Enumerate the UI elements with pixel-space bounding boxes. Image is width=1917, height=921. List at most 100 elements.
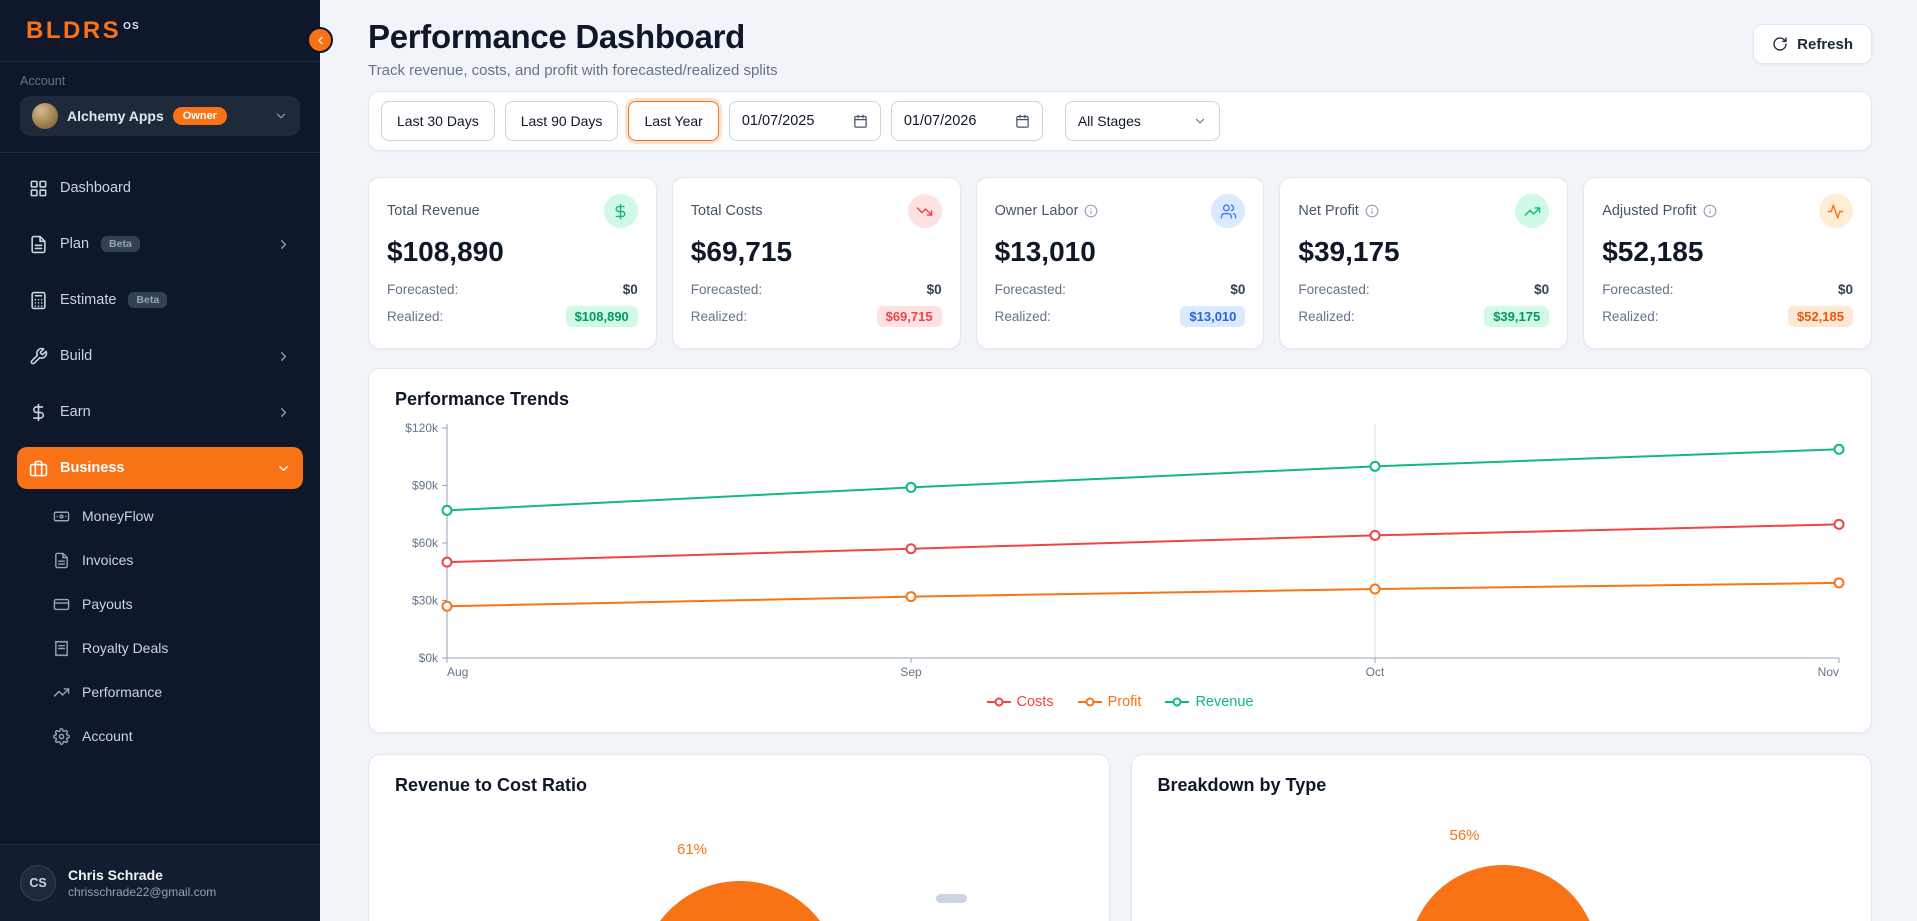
realized-badge: $108,890 (565, 306, 638, 327)
sidebar-item-invoices[interactable]: Invoices (17, 541, 303, 579)
chevron-right-icon (281, 239, 286, 249)
account-section: Account Alchemy Apps Owner (0, 62, 320, 153)
breakdown-title: Breakdown by Type (1157, 775, 1327, 795)
calendar-icon (1016, 114, 1029, 128)
date-from-input[interactable]: 01/07/2025 (728, 101, 881, 141)
nav-label: MoneyFlow (82, 508, 154, 524)
forecasted-value: $0 (926, 282, 942, 297)
nav-label: Earn (60, 404, 91, 420)
sidebar-item-moneyflow[interactable]: MoneyFlow (17, 497, 303, 535)
filter-bar: Last 30 Days Last 90 Days Last Year 01/0… (368, 91, 1872, 151)
svg-text:$60k: $60k (412, 536, 439, 550)
main-content: Performance Dashboard Track revenue, cos… (320, 0, 1917, 921)
nav-label: Payouts (82, 596, 133, 612)
breakdown-by-type-pie (1407, 865, 1598, 921)
sidebar-item-dashboard[interactable]: Dashboard (17, 167, 303, 209)
legend-item-revenue[interactable]: Revenue (1165, 694, 1253, 710)
account-selector[interactable]: Alchemy Apps Owner (20, 96, 300, 136)
info-icon[interactable] (1365, 204, 1379, 218)
stat-card-total-costs: Total Costs $69,715 Forecasted: $0 Realiz… (671, 177, 961, 349)
users-icon (1211, 194, 1246, 228)
stat-label: Owner Labor (994, 203, 1079, 219)
range-last-30-days-button[interactable]: Last 30 Days (381, 101, 495, 141)
trending-down-icon (907, 194, 942, 228)
nav-label: Business (60, 460, 125, 476)
date-to-input[interactable]: 01/07/2026 (890, 101, 1043, 141)
sidebar: BLDRS OS Account Alchemy Apps Owner Dashb… (0, 0, 333, 921)
sidebar-item-estimate[interactable]: Estimate Beta (17, 279, 303, 321)
svg-text:Oct: Oct (1366, 665, 1385, 679)
sidebar-nav: Dashboard Plan Beta Estimate Beta Build … (0, 153, 320, 761)
sidebar-item-performance[interactable]: Performance (17, 673, 303, 711)
bottom-charts-row: Revenue to Cost Ratio 61% Breakdown by T… (368, 754, 1872, 921)
legend-item-profit[interactable]: Profit (1077, 694, 1141, 710)
sidebar-item-account[interactable]: Account (17, 717, 303, 755)
svg-text:Aug: Aug (447, 665, 468, 679)
range-last-90-days-button[interactable]: Last 90 Days (504, 101, 619, 141)
stat-card-total-revenue: Total Revenue $108,890 Forecasted: $0 Rea… (368, 177, 657, 349)
legend-glyph (1165, 697, 1190, 707)
page-header: Performance Dashboard Track revenue, cos… (368, 18, 1872, 79)
chevron-down-icon (276, 113, 286, 119)
legend-glyph (986, 697, 1011, 707)
pie-slice-label: 61% (677, 841, 708, 858)
user-email: chrisschrade22@gmail.com (68, 885, 217, 899)
file-icon (31, 235, 46, 253)
sidebar-collapse-button[interactable] (307, 27, 333, 53)
nav-label: Build (60, 348, 93, 364)
dollar-icon (603, 194, 638, 228)
briefcase-icon (29, 460, 48, 476)
dashboard-icon (30, 180, 47, 196)
forecasted-value: $0 (1837, 282, 1853, 297)
brand-logo: BLDRS OS (26, 16, 140, 44)
forecasted-label: Forecasted: (690, 282, 763, 297)
realized-badge: $52,185 (1787, 306, 1853, 327)
breakdown-by-type-card: Breakdown by Type 56% (1130, 754, 1872, 921)
info-icon[interactable] (1084, 204, 1098, 218)
chevron-down-icon (279, 465, 288, 471)
realized-badge: $13,010 (1180, 306, 1246, 327)
page-title: Performance Dashboard (368, 18, 745, 55)
user-name: Chris Schrade (68, 867, 163, 883)
range-last-year-button[interactable]: Last Year (628, 101, 719, 141)
nav-label: Plan (60, 236, 90, 252)
sidebar-item-build[interactable]: Build (17, 335, 303, 377)
sidebar-item-payouts[interactable]: Payouts (17, 585, 303, 623)
stat-label: Adjusted Profit (1602, 203, 1697, 219)
stage-filter-select[interactable]: All Stages (1064, 101, 1220, 141)
beta-badge: Beta (128, 292, 168, 308)
scrollbar-thumb[interactable] (936, 894, 967, 903)
stat-label: Net Profit (1298, 203, 1359, 219)
user-profile[interactable]: CS Chris Schrade chrisschrade22@gmail.co… (0, 844, 320, 921)
trending-up-icon (1515, 194, 1550, 228)
user-avatar: CS (20, 865, 56, 901)
credit-card-icon (53, 598, 70, 610)
info-icon[interactable] (1703, 204, 1717, 218)
nav-label: Estimate (60, 292, 117, 308)
pie-slice-label: 56% (1449, 827, 1480, 844)
refresh-button[interactable]: Refresh (1753, 24, 1872, 64)
trends-title: Performance Trends (395, 389, 570, 409)
svg-text:$30k: $30k (412, 594, 439, 608)
sidebar-item-earn[interactable]: Earn (17, 391, 303, 433)
chevron-left-icon (317, 36, 323, 44)
refresh-icon (1773, 37, 1787, 51)
activity-icon (1818, 194, 1853, 228)
banknote-icon (53, 511, 70, 521)
sidebar-item-plan[interactable]: Plan Beta (17, 223, 303, 265)
svg-text:$0k: $0k (419, 651, 439, 665)
realized-label: Realized: (1298, 309, 1355, 324)
forecasted-value: $0 (1230, 282, 1246, 297)
sidebar-item-royalty-deals[interactable]: Royalty Deals (17, 629, 303, 667)
svg-text:$90k: $90k (412, 479, 439, 493)
forecasted-label: Forecasted: (1602, 282, 1674, 297)
stat-value: $13,010 (994, 236, 1096, 267)
stat-card-adjusted-profit: Adjusted Profit $52,185 Forecasted: $0 Re… (1583, 177, 1872, 349)
stat-label: Total Revenue (387, 203, 480, 219)
legend-item-costs[interactable]: Costs (986, 694, 1054, 710)
sidebar-item-business[interactable]: Business (17, 447, 303, 489)
logo-bar: BLDRS OS (0, 0, 320, 62)
dollar-icon (32, 403, 44, 421)
stat-value: $108,890 (387, 236, 504, 267)
stat-card-owner-labor: Owner Labor $13,010 Forecasted: $0 Realiz… (975, 177, 1265, 349)
